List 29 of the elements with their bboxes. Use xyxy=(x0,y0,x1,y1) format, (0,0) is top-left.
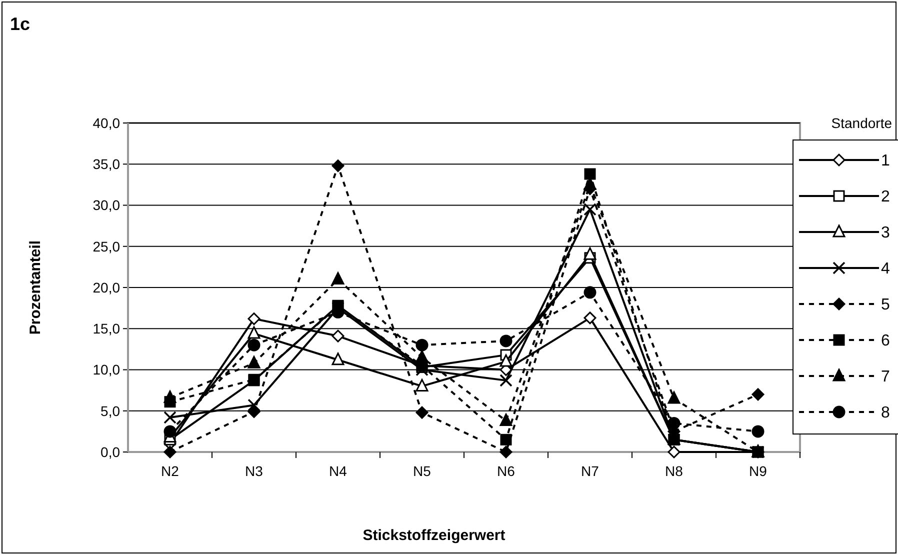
y-tick-label: 0,0 xyxy=(100,444,120,460)
x-tick-label: N6 xyxy=(497,463,516,479)
y-tick-label: 10,0 xyxy=(92,362,120,378)
x-tick-label: N5 xyxy=(413,463,432,479)
chart-title: 1c xyxy=(10,14,30,34)
y-tick-label: 40,0 xyxy=(92,114,120,131)
x-tick-label: N7 xyxy=(581,463,600,479)
legend-label: 2 xyxy=(881,188,890,206)
legend-label: 7 xyxy=(881,368,890,386)
legend-label: 3 xyxy=(881,224,890,242)
y-tick-label: 20,0 xyxy=(92,279,120,296)
x-axis-title: Stickstoffzeigerwert xyxy=(362,527,506,544)
y-tick-label: 35,0 xyxy=(92,156,120,172)
legend-label: 8 xyxy=(881,404,890,422)
y-tick-label: 15,0 xyxy=(92,320,120,337)
y-tick-label: 5,0 xyxy=(100,402,120,419)
legend-label: 4 xyxy=(881,260,890,278)
y-tick-label: 25,0 xyxy=(92,238,120,254)
y-tick-label: 30,0 xyxy=(92,197,120,214)
legend-label: 5 xyxy=(881,296,890,314)
x-tick-label: N2 xyxy=(161,463,180,479)
x-tick-label: N9 xyxy=(749,463,768,479)
x-tick-label: N4 xyxy=(329,463,348,479)
y-axis-title: Prozentanteil xyxy=(27,240,44,335)
legend-label: 1 xyxy=(881,152,890,170)
legend-title: Standorte xyxy=(831,115,892,131)
x-tick-label: N8 xyxy=(665,463,684,479)
legend-label: 6 xyxy=(881,332,890,350)
x-tick-label: N3 xyxy=(245,463,264,479)
